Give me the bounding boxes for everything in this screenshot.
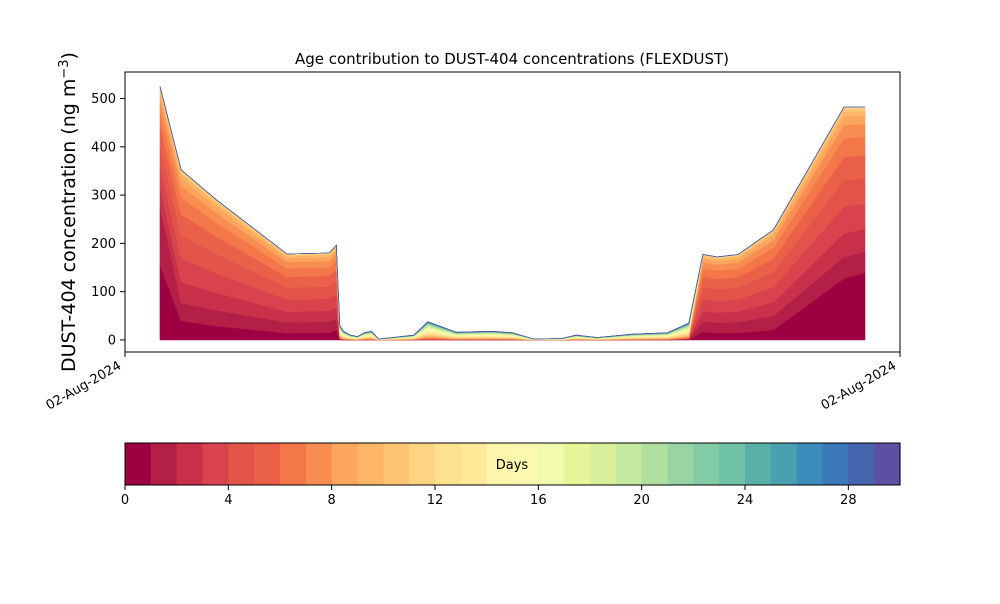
colorbar-swatch-14 — [486, 443, 514, 485]
colorbar: 0 4 8 12 16 20 24 28 — [121, 443, 901, 508]
y-axis: 0 100 200 300 400 500 — [91, 92, 125, 348]
y-tick-label-100: 100 — [91, 285, 116, 300]
colorbar-swatch-27 — [822, 443, 849, 485]
x-tick-label-right: 02-Aug-2024 — [819, 358, 899, 413]
colorbar-swatch-8 — [331, 443, 359, 485]
colorbar-label: Days — [496, 458, 529, 473]
y-axis-label-main: DUST-404 concentration (ng m — [58, 79, 80, 372]
y-tick-label-200: 200 — [91, 237, 116, 252]
colorbar-swatch-12 — [435, 443, 462, 485]
plot-area — [159, 86, 866, 341]
colorbar-swatch-15 — [512, 443, 539, 485]
colorbar-swatch-16 — [538, 443, 565, 485]
colorbar-swatch-7 — [305, 443, 333, 485]
colorbar-frame — [124, 442, 901, 486]
colorbar-swatch-10 — [383, 443, 410, 485]
colorbar-swatch-17 — [564, 443, 591, 485]
colorbar-swatch-0 — [125, 443, 152, 485]
colorbar-swatch-22 — [693, 443, 720, 485]
chart-title: Age contribution to DUST-404 concentrati… — [295, 50, 729, 68]
colorbar-swatch-1 — [150, 443, 178, 485]
y-axis-label-end: ) — [58, 52, 80, 59]
age-layer-29 — [159, 86, 865, 340]
colorbar-swatch-5 — [254, 443, 281, 485]
colorbar-swatch-23 — [719, 443, 746, 485]
colorbar-tick-label-24: 24 — [737, 493, 754, 508]
colorbar-swatch-29 — [874, 443, 901, 485]
colorbar-tick-label-12: 12 — [427, 493, 444, 508]
colorbar-tick-label-8: 8 — [328, 493, 336, 508]
colorbar-swatch-6 — [280, 443, 307, 485]
y-axis-label: DUST-404 concentration (ng m−3) — [57, 52, 80, 372]
x-tick-label-left: 02-Aug-2024 — [44, 358, 124, 413]
y-axis-label-sup: −3 — [57, 59, 72, 78]
colorbar-swatch-2 — [176, 443, 204, 485]
colorbar-tick-label-28: 28 — [840, 493, 857, 508]
plot-frame — [124, 71, 901, 353]
colorbar-swatch-24 — [745, 443, 772, 485]
colorbar-swatch-26 — [796, 443, 824, 485]
colorbar-swatch-18 — [590, 443, 617, 485]
colorbar-tick-label-20: 20 — [633, 493, 650, 508]
colorbar-swatch-25 — [770, 443, 798, 485]
x-axis: 02-Aug-2024 02-Aug-2024 — [44, 352, 901, 414]
colorbar-tick-label-16: 16 — [530, 493, 547, 508]
colorbar-swatch-20 — [641, 443, 669, 485]
colorbar-swatch-4 — [228, 443, 255, 485]
colorbar-swatch-21 — [667, 443, 694, 485]
y-tick-label-400: 400 — [91, 140, 116, 155]
colorbar-swatch-11 — [409, 443, 436, 485]
colorbar-swatch-13 — [460, 443, 488, 485]
colorbar-swatch-19 — [615, 443, 643, 485]
colorbar-tick-label-4: 4 — [224, 493, 232, 508]
colorbar-tick-label-0: 0 — [121, 493, 129, 508]
colorbar-swatch-28 — [848, 443, 875, 485]
colorbar-swatch-3 — [202, 443, 229, 485]
y-tick-label-0: 0 — [108, 333, 116, 348]
y-tick-label-300: 300 — [91, 189, 116, 204]
colorbar-swatch-9 — [357, 443, 384, 485]
y-tick-label-500: 500 — [91, 92, 116, 107]
